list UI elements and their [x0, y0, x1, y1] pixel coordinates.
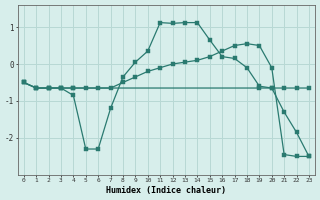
- X-axis label: Humidex (Indice chaleur): Humidex (Indice chaleur): [106, 186, 226, 195]
